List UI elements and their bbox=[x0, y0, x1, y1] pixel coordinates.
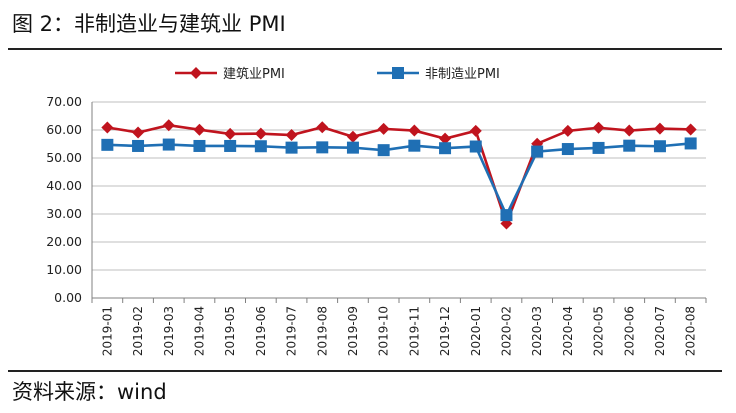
pmi-line-chart: 建筑业PMI 非制造业PMI 0.00 10.00 20.00 30.00 40.00 50… bbox=[46, 66, 707, 356]
x-tick-label: 2019-11 bbox=[407, 306, 421, 356]
y-tick-label: 60.00 bbox=[46, 122, 82, 137]
figure-title: 图 2：非制造业与建筑业 PMI bbox=[12, 12, 286, 36]
gridlines bbox=[91, 101, 706, 299]
x-tick-label: 2019-12 bbox=[438, 306, 452, 356]
x-tick-label: 2020-07 bbox=[653, 306, 667, 356]
data-point bbox=[101, 121, 114, 134]
x-tick-label: 2020-04 bbox=[561, 306, 575, 356]
x-tick-label: 2019-01 bbox=[100, 306, 114, 356]
data-point bbox=[346, 130, 359, 143]
y-tick-label: 70.00 bbox=[46, 94, 82, 109]
data-point bbox=[684, 137, 697, 150]
y-tick-label: 0.00 bbox=[54, 290, 82, 305]
y-tick-label: 30.00 bbox=[46, 206, 82, 221]
data-point bbox=[653, 140, 666, 153]
chart-area: 建筑业PMI 非制造业PMI 0.00 10.00 20.00 30.00 40.00 50… bbox=[10, 50, 722, 370]
data-point bbox=[224, 139, 237, 152]
x-axis-ticks: 2019-01 2019-02 2019-03 2019-04 2019-05 2019-… bbox=[91, 298, 707, 356]
data-point bbox=[132, 139, 145, 152]
data-point bbox=[469, 140, 482, 153]
y-tick-label: 40.00 bbox=[46, 178, 82, 193]
data-point bbox=[653, 122, 666, 135]
data-point bbox=[254, 140, 267, 153]
top-divider bbox=[8, 48, 722, 50]
data-point bbox=[193, 139, 206, 152]
x-tick-label: 2019-04 bbox=[192, 306, 206, 356]
x-tick-label: 2019-02 bbox=[131, 306, 145, 356]
data-point bbox=[162, 138, 175, 151]
x-tick-label: 2019-10 bbox=[377, 306, 391, 356]
series-layer bbox=[101, 119, 697, 230]
data-point bbox=[346, 141, 359, 154]
data-point bbox=[623, 124, 636, 137]
x-tick-label: 2019-03 bbox=[162, 306, 176, 356]
x-tick-label: 2020-03 bbox=[530, 306, 544, 356]
data-point bbox=[408, 124, 421, 137]
data-point bbox=[316, 121, 329, 134]
x-tick-label: 2020-01 bbox=[469, 306, 483, 356]
x-tick-label: 2019-09 bbox=[346, 306, 360, 356]
data-point bbox=[684, 123, 697, 136]
legend: 建筑业PMI 非制造业PMI bbox=[175, 66, 500, 82]
x-tick-label: 2020-05 bbox=[592, 306, 606, 356]
data-point bbox=[531, 145, 544, 158]
data-point bbox=[285, 141, 298, 154]
legend-label: 建筑业PMI bbox=[223, 66, 285, 82]
data-point bbox=[224, 127, 237, 140]
x-tick-label: 2020-02 bbox=[499, 306, 513, 356]
data-point bbox=[254, 127, 267, 140]
y-tick-label: 50.00 bbox=[46, 150, 82, 165]
y-axis-ticks: 0.00 10.00 20.00 30.00 40.00 50.00 60.00 70.00 bbox=[46, 94, 82, 305]
legend-marker bbox=[392, 67, 404, 79]
y-tick-label: 20.00 bbox=[46, 234, 82, 249]
data-point bbox=[592, 141, 605, 154]
x-tick-label: 2020-06 bbox=[622, 306, 636, 356]
data-point bbox=[469, 124, 482, 137]
x-tick-label: 2019-07 bbox=[285, 306, 299, 356]
data-point bbox=[439, 142, 452, 155]
data-point bbox=[500, 209, 513, 222]
source-note: 资料来源：wind bbox=[12, 380, 167, 404]
x-tick-label: 2019-08 bbox=[315, 306, 329, 356]
x-tick-label: 2019-05 bbox=[223, 306, 237, 356]
legend-marker bbox=[190, 67, 202, 79]
bottom-divider bbox=[8, 370, 722, 372]
data-point bbox=[377, 122, 390, 135]
y-tick-label: 10.00 bbox=[46, 262, 82, 277]
data-point bbox=[408, 139, 421, 152]
data-point bbox=[623, 139, 636, 152]
x-tick-label: 2019-06 bbox=[254, 306, 268, 356]
data-point bbox=[162, 119, 175, 132]
x-tick-label: 2020-08 bbox=[684, 306, 698, 356]
data-point bbox=[561, 124, 574, 137]
series-line bbox=[107, 142, 691, 219]
data-point bbox=[285, 129, 298, 142]
data-point bbox=[439, 132, 452, 145]
data-point bbox=[193, 123, 206, 136]
data-point bbox=[592, 121, 605, 134]
data-point bbox=[377, 144, 390, 157]
data-point bbox=[561, 143, 574, 156]
data-point bbox=[101, 138, 114, 151]
data-point bbox=[132, 126, 145, 139]
legend-label: 非制造业PMI bbox=[425, 67, 500, 82]
data-point bbox=[316, 141, 329, 154]
